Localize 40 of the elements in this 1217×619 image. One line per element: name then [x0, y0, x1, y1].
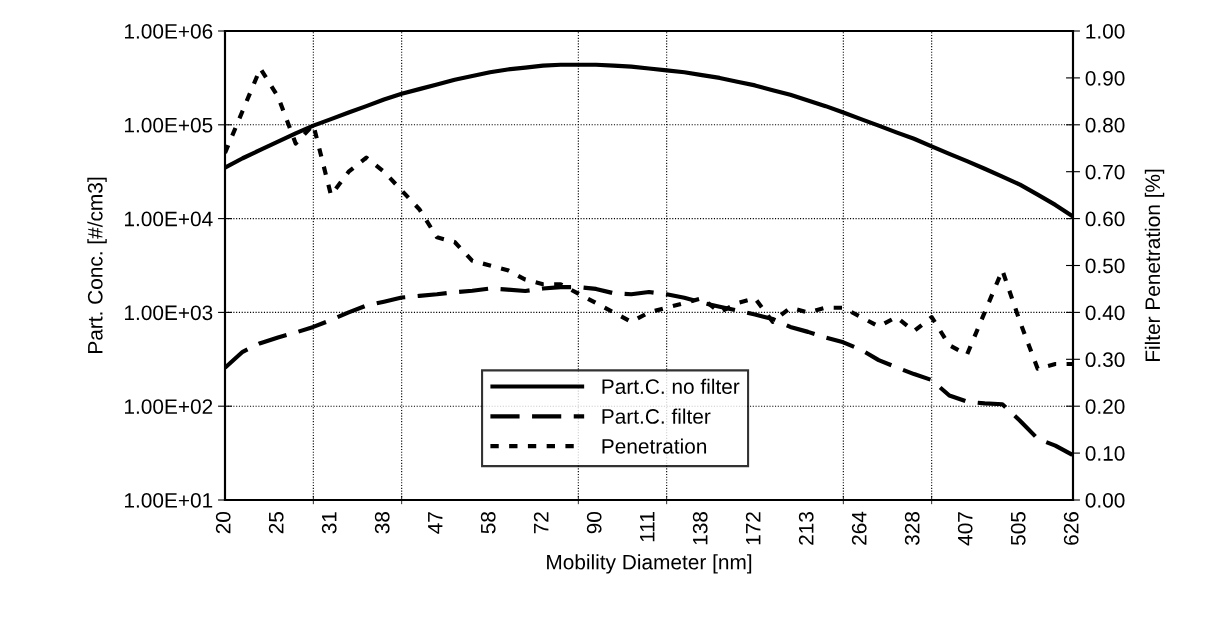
- y-tick-label: 1.00E+01: [125, 493, 213, 508]
- legend-label: Part.C. filter: [602, 408, 711, 424]
- y2-tick-label: 0.90: [1085, 70, 1125, 86]
- legend-label: Penetration: [602, 438, 707, 454]
- x-tick-label: 25: [268, 511, 284, 534]
- x-axis-title: Mobility Diameter [nm]: [547, 554, 752, 574]
- y2-tick-label: 0.60: [1085, 211, 1125, 227]
- y2-tick-label: 0.80: [1085, 117, 1125, 133]
- x-tick-label: 213: [798, 512, 814, 545]
- x-tick-label: 138: [692, 512, 708, 545]
- y2-axis-title: Filter Penetration [%]: [1144, 169, 1165, 362]
- y-tick-label: 1.00E+05: [125, 117, 213, 133]
- y2-tick-label: 0.30: [1085, 352, 1125, 368]
- x-tick-label: 90: [586, 511, 602, 534]
- x-tick-label: 20: [215, 511, 231, 534]
- y-tick-label: 1.00E+04: [125, 211, 213, 227]
- x-tick-label: 626: [1063, 512, 1079, 545]
- x-tick-label: 505: [1010, 511, 1026, 546]
- y2-tick-label: 0.20: [1085, 399, 1125, 414]
- x-tick-label: 58: [480, 512, 496, 534]
- x-tick-label: 264: [851, 511, 867, 545]
- y-tick-label: 1.00E+06: [125, 24, 213, 39]
- y2-tick-label: 0.00: [1085, 493, 1125, 508]
- legend-label: Part.C. no filter: [602, 378, 740, 395]
- x-tick-label: 407: [957, 512, 973, 546]
- x-tick-label: 38: [374, 512, 390, 534]
- x-tick-label: 31: [321, 512, 337, 534]
- x-tick-label: 72: [533, 512, 549, 534]
- x-tick-label: 47: [428, 512, 443, 534]
- y2-tick-label: 1.00: [1086, 24, 1125, 39]
- y2-tick-label: 0.10: [1085, 446, 1125, 461]
- y2-tick-label: 0.50: [1085, 258, 1125, 274]
- y-tick-label: 1.00E+03: [125, 305, 213, 321]
- y-axis-title: Part. Conc. [#/cm3]: [87, 177, 107, 353]
- y2-tick-label: 0.40: [1085, 305, 1125, 321]
- x-tick-label: 111: [640, 512, 655, 542]
- y-tick-label: 1.00E+02: [125, 399, 213, 414]
- x-tick-label: 172: [745, 512, 761, 545]
- y2-tick-label: 0.70: [1085, 164, 1125, 180]
- x-tick-label: 328: [904, 512, 920, 546]
